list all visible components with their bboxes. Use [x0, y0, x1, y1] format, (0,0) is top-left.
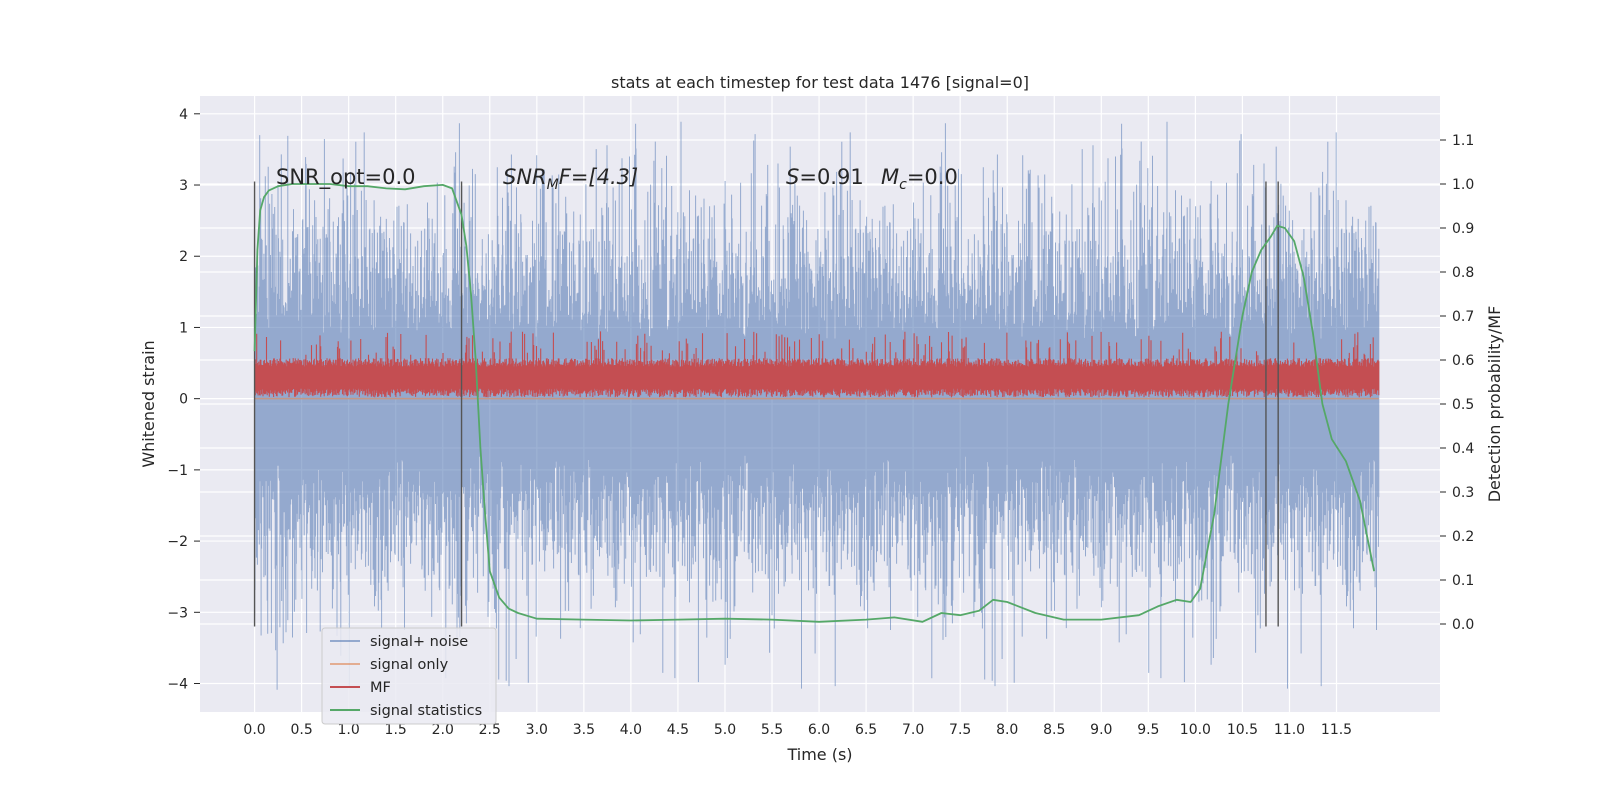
- x-tick-5: 2.5: [479, 722, 501, 738]
- legend-label-signal-only: signal only: [370, 657, 449, 673]
- s-value: =0.91: [799, 165, 863, 189]
- y2-tick-5: 0.5: [1452, 397, 1474, 413]
- vertical-markers: [253, 181, 1279, 627]
- x-tick-labels: 0.0 0.5 1.0 1.5 2.0 2.5 3.0 3.5 4.0 4.5 5.0 5.5 6.0 6…: [243, 722, 1352, 738]
- x-tick-15: 7.5: [949, 722, 971, 738]
- legend: signal+ noise signal only MF signal stat…: [321, 627, 497, 725]
- s-symbol: S: [786, 165, 799, 189]
- x-tick-19: 9.5: [1137, 722, 1159, 738]
- legend-label-mf: MF: [370, 680, 391, 696]
- y-tick-4: 0: [179, 392, 188, 408]
- y2-tick-3: 0.3: [1452, 485, 1474, 501]
- x-tick-4: 2.0: [432, 722, 454, 738]
- x-tick-22: 11.0: [1274, 722, 1305, 738]
- x-tick-20: 10.0: [1180, 722, 1211, 738]
- x-tick-7: 3.5: [573, 722, 595, 738]
- y2-tick-1: 0.1: [1452, 573, 1474, 589]
- y-tick-2: 2: [179, 249, 188, 265]
- annotation-s: S=0.91: [786, 165, 864, 189]
- y-axis-label: Whitened strain: [139, 340, 158, 467]
- mc-value: =0.0: [907, 165, 958, 189]
- annotation-snr-mf: SNRMF=[4.3]: [503, 165, 638, 193]
- x-tick-3: 1.5: [385, 722, 407, 738]
- x-tick-11: 5.5: [761, 722, 783, 738]
- y2-tick-labels: 0.0 0.1 0.2 0.3 0.4 0.5 0.6 0.7 0.8 0.9 1.0 1.1: [1440, 133, 1474, 633]
- chart-title: stats at each timestep for test data 147…: [611, 73, 1029, 92]
- y-tick-labels: 4 3 2 1 0 −1 −2 −3 −4: [167, 107, 200, 693]
- x-tick-17: 8.5: [1043, 722, 1065, 738]
- y2-tick-9: 0.9: [1452, 221, 1474, 237]
- annotation-mc: Mc=0.0: [881, 165, 958, 193]
- annotation-snr-opt: SNR_opt=0.0: [276, 165, 416, 190]
- x-tick-10: 5.0: [714, 722, 736, 738]
- y-tick-5: −1: [167, 463, 188, 479]
- snr-mf-symbol: SNR: [503, 165, 547, 189]
- y2-axis-label: Detection probability/MF: [1485, 306, 1504, 503]
- y2-tick-0: 0.0: [1452, 617, 1474, 633]
- x-tick-16: 8.0: [996, 722, 1018, 738]
- x-tick-21: 10.5: [1227, 722, 1258, 738]
- x-tick-23: 11.5: [1321, 722, 1352, 738]
- snr-mf-value: F=[4.3]: [559, 165, 638, 189]
- y-tick-0: 4: [179, 107, 188, 123]
- y-tick-6: −2: [167, 534, 188, 550]
- x-tick-18: 9.0: [1090, 722, 1112, 738]
- snr-mf-subscript: M: [547, 177, 559, 193]
- x-tick-9: 4.5: [667, 722, 689, 738]
- y2-tick-8: 0.8: [1452, 265, 1474, 281]
- x-tick-0: 0.0: [243, 722, 265, 738]
- y2-tick-2: 0.2: [1452, 529, 1474, 545]
- x-tick-1: 0.5: [290, 722, 312, 738]
- signal-statistics-series: [253, 183, 1375, 623]
- x-tick-6: 3.0: [526, 722, 548, 738]
- x-tick-2: 1.0: [338, 722, 360, 738]
- y2-tick-4: 0.4: [1452, 441, 1474, 457]
- y2-tick-6: 0.6: [1452, 353, 1474, 369]
- legend-label-signal-statistics: signal statistics: [370, 703, 482, 719]
- x-tick-14: 7.0: [902, 722, 924, 738]
- legend-label-signal-noise: signal+ noise: [370, 634, 468, 650]
- x-tick-12: 6.0: [808, 722, 830, 738]
- mc-symbol: M: [881, 165, 899, 189]
- y-tick-3: 1: [179, 320, 188, 336]
- y2-tick-11: 1.1: [1452, 133, 1474, 149]
- y-tick-1: 3: [179, 178, 188, 194]
- y-tick-8: −4: [167, 677, 188, 693]
- y2-tick-10: 1.0: [1452, 177, 1474, 193]
- mc-subscript: c: [899, 177, 907, 193]
- x-tick-13: 6.5: [855, 722, 877, 738]
- x-tick-8: 4.0: [620, 722, 642, 738]
- y-tick-7: −3: [167, 605, 188, 621]
- legend-box: [321, 627, 497, 725]
- x-axis-label: Time (s): [786, 745, 852, 764]
- signal-statistics-line: [253, 183, 1375, 623]
- y2-tick-7: 0.7: [1452, 309, 1474, 325]
